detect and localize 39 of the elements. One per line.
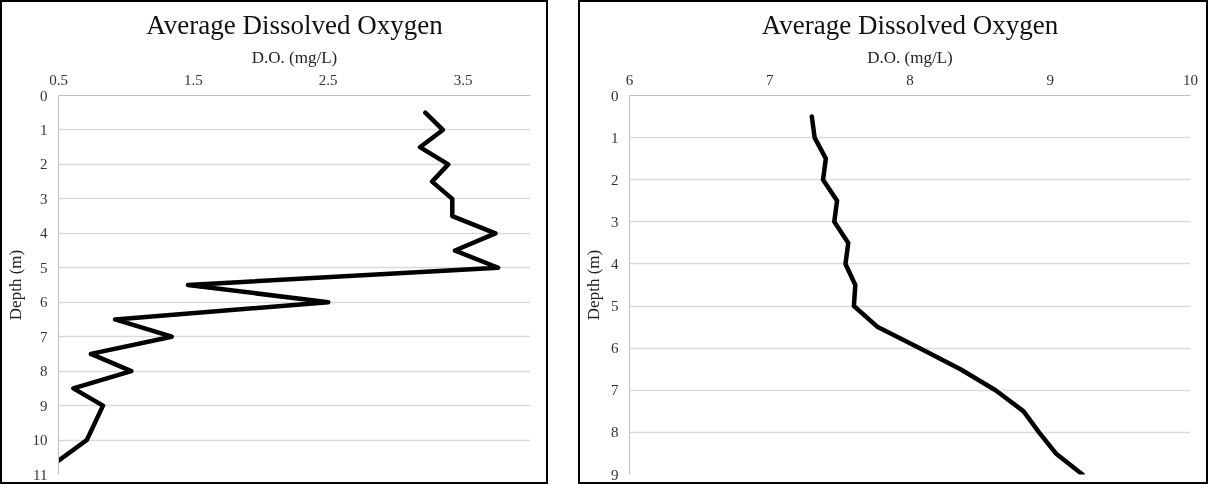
y-tick-label: 9 xyxy=(40,397,48,414)
y-tick-label: 5 xyxy=(40,259,48,276)
y-tick-label: 6 xyxy=(611,340,619,357)
y-tick-label: 1 xyxy=(611,129,619,146)
y-tick-label: 8 xyxy=(611,424,619,441)
y-tick-label: 2 xyxy=(40,156,48,173)
y-tick-label: 0 xyxy=(611,87,619,104)
y-tick-label: 11 xyxy=(33,466,48,483)
x-tick-label: 2.5 xyxy=(318,71,338,88)
y-tick-label: 7 xyxy=(40,328,48,345)
y-tick-label: 2 xyxy=(611,171,619,188)
y-tick-label: 5 xyxy=(611,298,619,315)
y-tick-label: 0 xyxy=(40,87,48,104)
x-axis-title: D.O. (mg/L) xyxy=(867,47,953,67)
line-series xyxy=(58,110,501,463)
x-tick-label: 9 xyxy=(1046,71,1054,88)
x-tick-label: 3.5 xyxy=(453,71,473,88)
x-tick-label: 7 xyxy=(766,71,774,88)
y-tick-label: 7 xyxy=(611,382,619,399)
y-tick-label: 8 xyxy=(40,363,48,380)
y-axis-title: Depth (m) xyxy=(5,249,25,321)
y-tick-label: 1 xyxy=(40,121,48,138)
y-tick-label: 10 xyxy=(32,432,48,449)
chart-title: Average Dissolved Oxygen xyxy=(146,9,444,40)
y-tick-label: 3 xyxy=(611,213,619,230)
x-axis-title: D.O. (mg/L) xyxy=(251,47,338,67)
y-tick-label: 4 xyxy=(40,225,48,242)
chart-title: Average Dissolved Oxygen xyxy=(761,9,1059,40)
y-tick-label: 6 xyxy=(40,294,48,311)
y-axis-title: Depth (m) xyxy=(584,249,603,321)
x-tick-label: 8 xyxy=(906,71,914,88)
y-tick-label: 3 xyxy=(40,190,48,207)
line-series xyxy=(809,114,1085,475)
x-tick-label: 1.5 xyxy=(183,71,203,88)
x-tick-label: 0.5 xyxy=(49,71,68,88)
y-tick-label: 4 xyxy=(611,255,619,272)
x-tick-label: 6 xyxy=(625,71,634,88)
y-tick-label: 9 xyxy=(611,466,619,483)
x-tick-label: 10 xyxy=(1183,71,1198,88)
